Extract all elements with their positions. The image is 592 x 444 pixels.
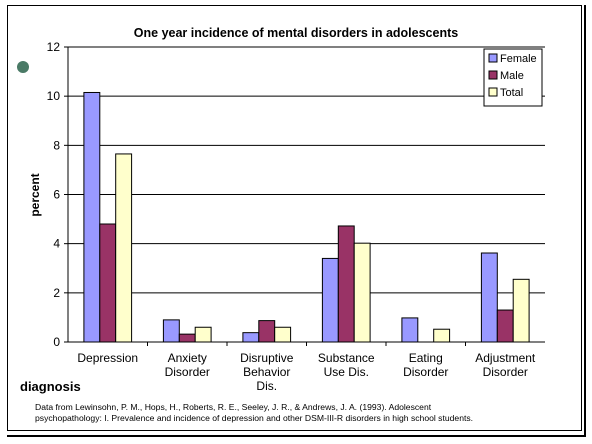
bar-total [274, 326, 292, 343]
bar-male [337, 225, 355, 343]
bar-female [162, 319, 180, 343]
bar-male [496, 309, 514, 343]
x-tick-label: Depression [77, 351, 138, 365]
bar-total [433, 328, 451, 343]
source-note-line-1: Data from Lewinsohn, P. M., Hops, H., Ro… [35, 402, 432, 412]
y-tick-labels: 0 2 4 6 8 10 12 [47, 40, 68, 349]
x-tick-label: Dis. [256, 379, 277, 393]
x-axis-label: diagnosis [20, 379, 81, 394]
y-tick-label: 4 [53, 237, 60, 251]
legend-label-female: Female [500, 53, 537, 65]
x-tick-label: Use Dis. [324, 365, 369, 379]
source-note: Data from Lewinsohn, P. M., Hops, H., Ro… [35, 402, 580, 424]
bar-female [242, 332, 260, 343]
legend-swatch-total [488, 87, 498, 97]
legend-label-male: Male [500, 70, 524, 82]
source-note-line-2: psychopathology: I. Prevalence and incid… [35, 413, 474, 423]
y-tick-label: 12 [47, 40, 61, 54]
x-tick-labels: Depression AnxietyDisorderDisruptiveBehav… [77, 342, 536, 393]
bar-female [83, 91, 101, 343]
bar-male [258, 320, 276, 343]
y-axis-label: percent [28, 173, 42, 216]
gridlines [68, 46, 545, 294]
bar-male [99, 223, 117, 343]
x-tick-label: Disorder [165, 365, 210, 379]
x-tick-label: Disorder [483, 365, 528, 379]
bars [83, 91, 530, 343]
bar-total [194, 326, 212, 343]
bar-total [512, 278, 530, 343]
bar-female [401, 317, 419, 343]
bar-male [178, 333, 196, 343]
legend-swatch-female [488, 53, 498, 63]
y-tick-label: 10 [47, 89, 61, 103]
y-tick-label: 0 [53, 335, 60, 349]
y-tick-label: 2 [53, 286, 60, 300]
bar-female [480, 252, 498, 343]
legend-swatch-male [488, 70, 498, 80]
x-tick-label: Substance [318, 351, 375, 365]
y-tick-label: 8 [53, 138, 60, 152]
legend-label-total: Total [500, 87, 523, 99]
bar-total [353, 242, 371, 343]
x-tick-label: Behavior [243, 365, 290, 379]
slide-shadow-right [584, 5, 586, 437]
y-tick-label: 6 [53, 188, 60, 202]
slide-shadow-bottom [7, 435, 586, 437]
legend: Female Male Total [483, 48, 543, 107]
bar-female [321, 257, 339, 343]
x-tick-label: Anxiety [168, 351, 207, 365]
chart-title: One year incidence of mental disorders i… [134, 26, 458, 40]
x-tick-label: Eating [409, 351, 443, 365]
bar-total [115, 153, 133, 343]
x-tick-label: Disorder [403, 365, 448, 379]
x-tick-label: Disruptive [240, 351, 294, 365]
x-tick-label: Adjustment [475, 351, 536, 365]
bullet-dot [17, 61, 29, 73]
